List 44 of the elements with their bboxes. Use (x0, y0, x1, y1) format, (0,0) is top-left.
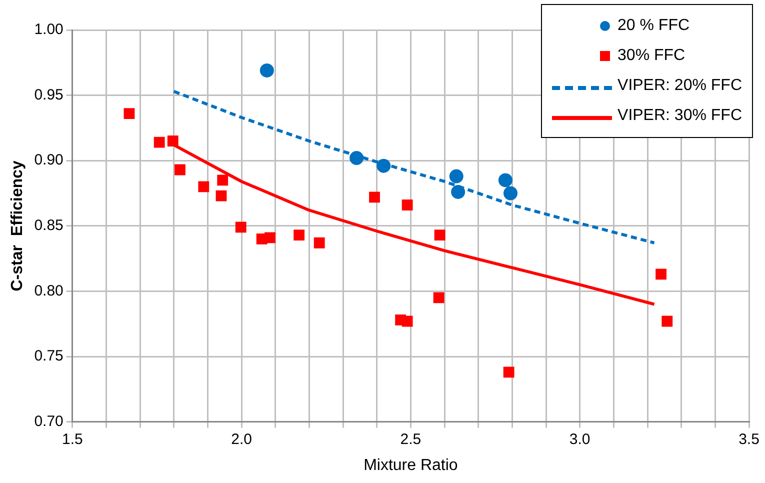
point (216, 190, 227, 202)
y-tick-label: 0.85 (34, 217, 64, 234)
point (235, 222, 246, 233)
x-tick-label: 1.5 (62, 430, 83, 448)
point (124, 108, 135, 120)
point (434, 230, 446, 240)
point (369, 192, 380, 203)
legend-label: 20 % FFC (618, 17, 690, 35)
point (154, 136, 165, 148)
point (402, 200, 413, 210)
y-tick-label: 0.70 (34, 412, 64, 430)
point (449, 169, 464, 184)
point (656, 268, 666, 280)
y-tick-label: 0.75 (34, 348, 64, 365)
point (662, 316, 673, 327)
point (174, 164, 186, 176)
point (167, 136, 178, 146)
x-axis-title: Mixture Ratio (364, 456, 458, 474)
point (503, 186, 518, 200)
point (264, 232, 276, 244)
y-axis-title: C-star Efficiency (9, 160, 26, 292)
point (433, 292, 444, 304)
legend-label: 30% FFC (618, 47, 686, 65)
point (198, 181, 210, 192)
point (376, 158, 391, 173)
point (217, 174, 228, 186)
x-tick-label: 2.5 (400, 430, 422, 448)
point (451, 184, 466, 199)
point (503, 366, 514, 378)
y-tick-label: 0.80 (34, 282, 64, 300)
legend-label: VIPER: 20% FFC (618, 77, 742, 95)
x-tick-label: 3.5 (738, 430, 760, 448)
x-tick-label: 2.0 (231, 430, 252, 448)
point (350, 150, 364, 165)
y-tick-label: 1.00 (34, 21, 64, 38)
point (260, 63, 274, 78)
point (294, 230, 305, 240)
point (498, 173, 512, 188)
x-tick-label: 3.0 (569, 430, 590, 448)
y-tick-label: 0.90 (34, 152, 64, 169)
point (402, 316, 413, 327)
point (314, 237, 325, 248)
legend-label: VIPER: 30% FFC (618, 107, 742, 125)
y-tick-label: 0.95 (34, 86, 64, 104)
